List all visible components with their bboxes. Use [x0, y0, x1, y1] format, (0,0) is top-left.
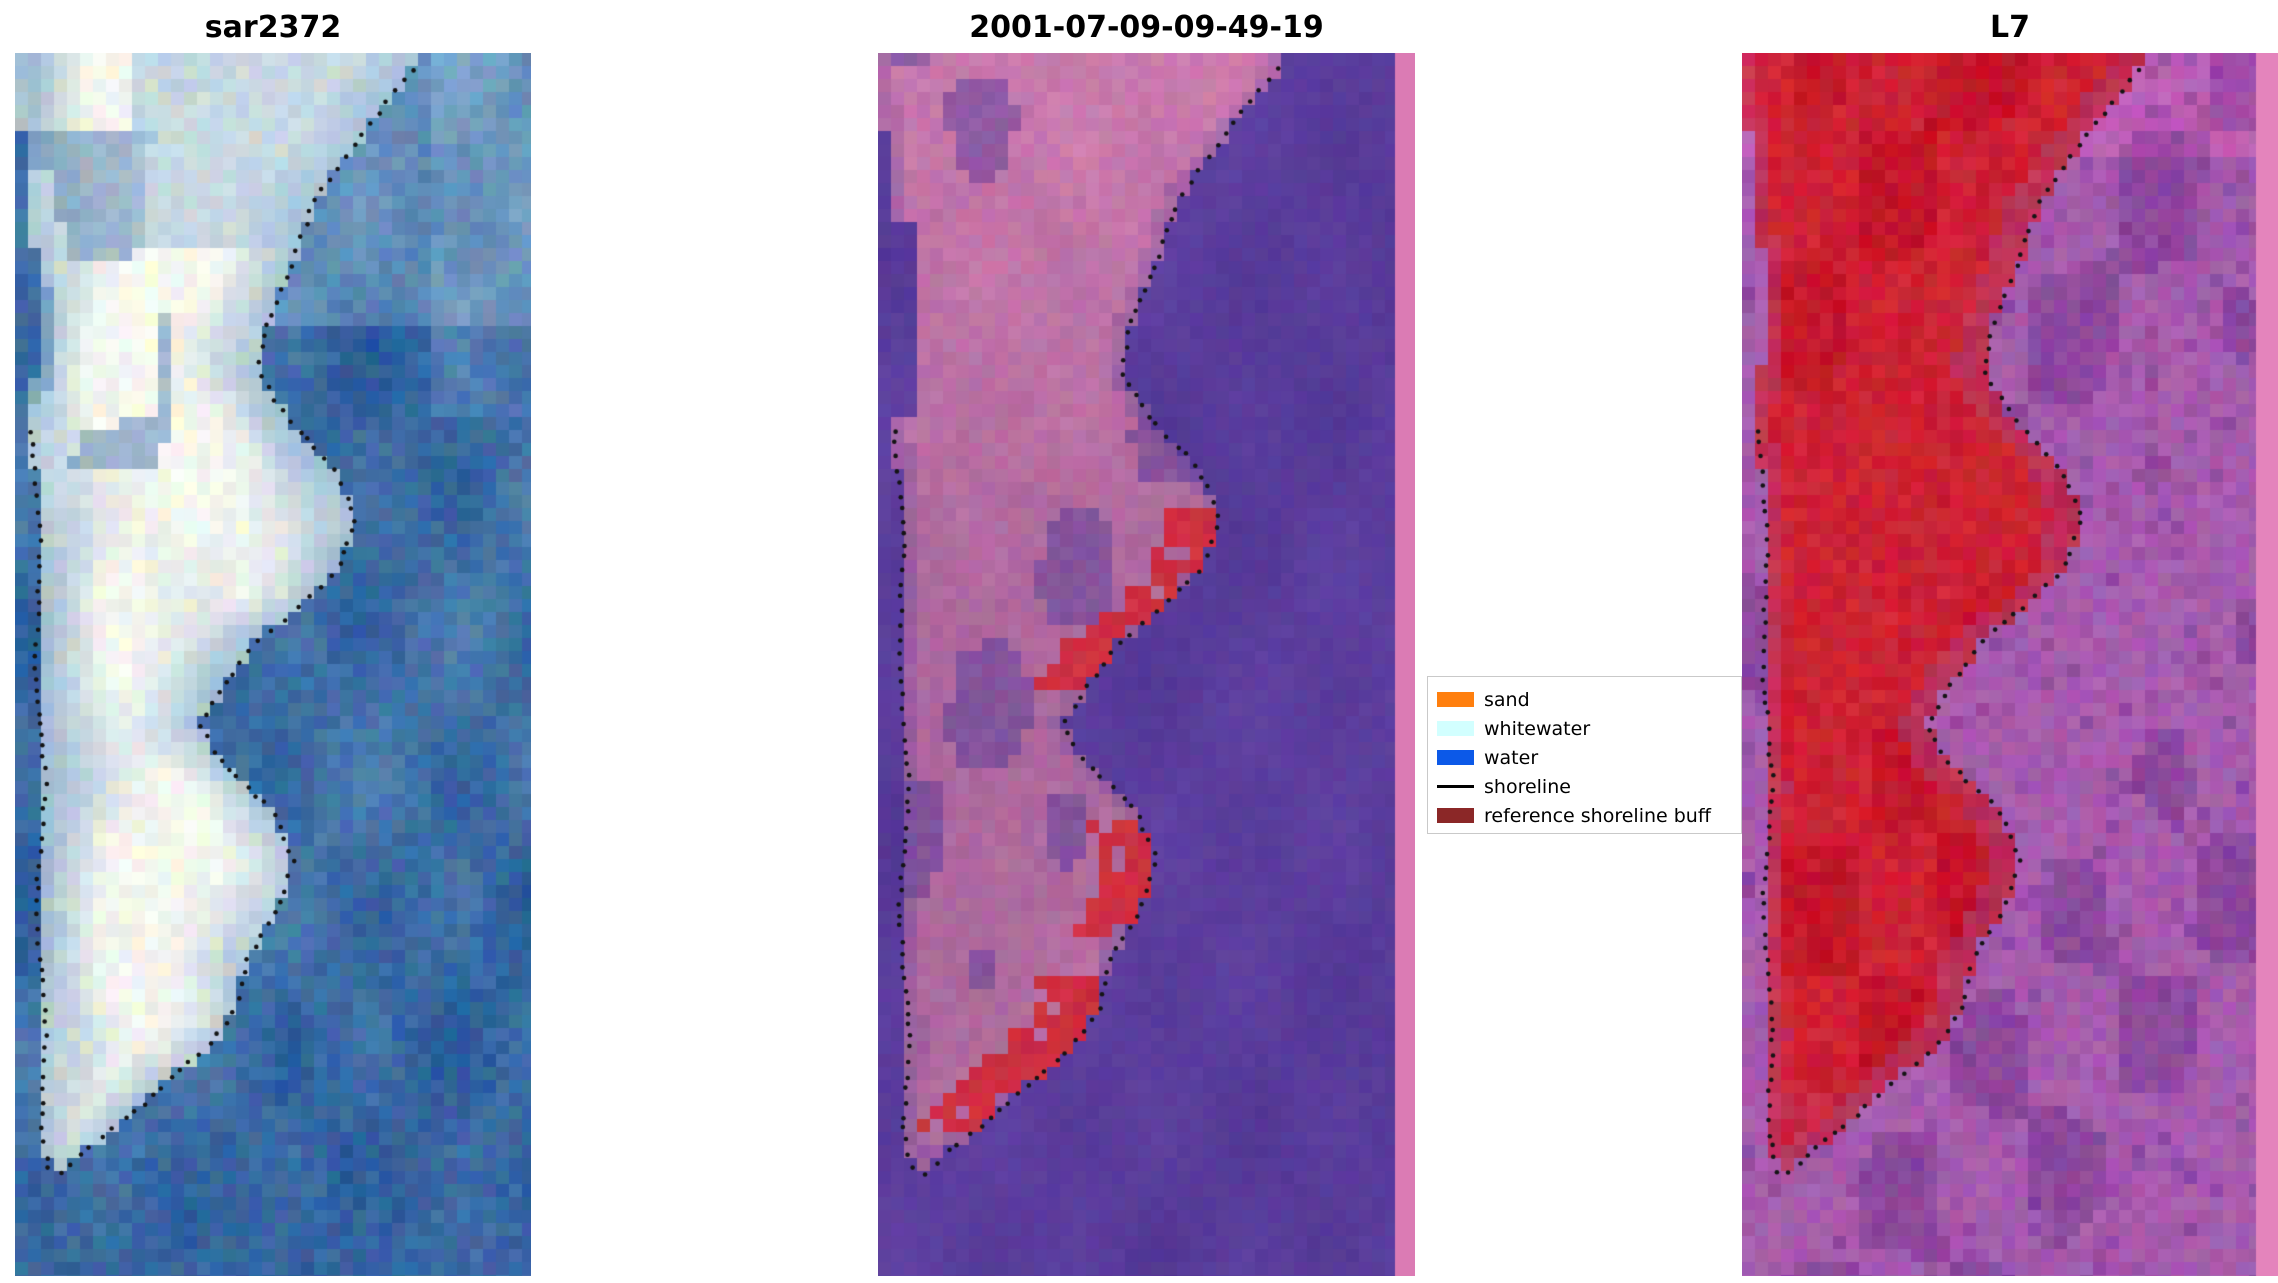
legend-label-water: water	[1484, 746, 1539, 769]
legend-swatch-sand	[1437, 692, 1474, 707]
legend-item-sand: sand	[1437, 685, 1741, 714]
panel-title-date: 2001-07-09-09-49-19	[969, 10, 1324, 45]
legend-label-shoreline: shoreline	[1484, 775, 1571, 798]
legend: sand whitewater water shoreline referenc…	[1427, 676, 1742, 834]
panel-title-l7: L7	[1990, 10, 2030, 45]
panel-title-sar2372: sar2372	[204, 10, 342, 45]
legend-label-reference-shoreline-buffer: reference shoreline buff	[1484, 804, 1711, 827]
legend-item-reference-shoreline-buffer: reference shoreline buff	[1437, 801, 1741, 830]
legend-item-whitewater: whitewater	[1437, 714, 1741, 743]
legend-item-water: water	[1437, 743, 1741, 772]
classification-image	[878, 53, 1415, 1276]
legend-swatch-shoreline-line	[1437, 785, 1474, 788]
sar-image	[15, 53, 531, 1276]
legend-label-sand: sand	[1484, 688, 1530, 711]
legend-swatch-reference-shoreline-buffer	[1437, 808, 1474, 823]
legend-swatch-water	[1437, 750, 1474, 765]
legend-swatch-whitewater	[1437, 721, 1474, 736]
l7-image	[1742, 53, 2278, 1276]
legend-item-shoreline: shoreline	[1437, 772, 1741, 801]
legend-label-whitewater: whitewater	[1484, 717, 1591, 740]
